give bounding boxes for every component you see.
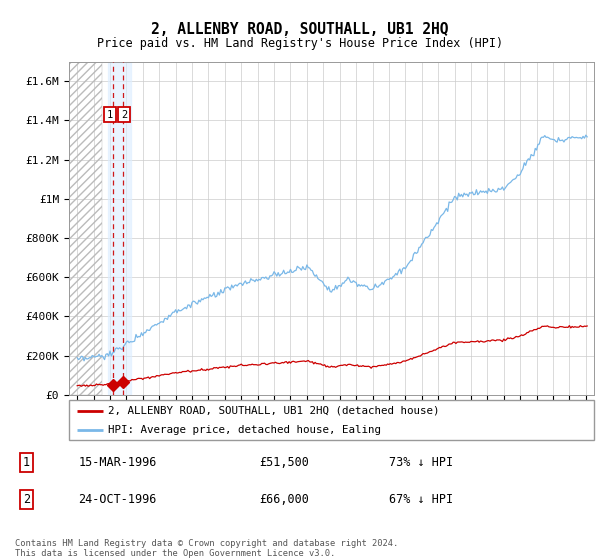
Text: Contains HM Land Registry data © Crown copyright and database right 2024.
This d: Contains HM Land Registry data © Crown c… [15,539,398,558]
Text: 15-MAR-1996: 15-MAR-1996 [78,456,157,469]
Text: 2, ALLENBY ROAD, SOUTHALL, UB1 2HQ (detached house): 2, ALLENBY ROAD, SOUTHALL, UB1 2HQ (deta… [109,406,440,416]
Bar [109,62,131,395]
Bar [69,62,102,395]
Text: 73% ↓ HPI: 73% ↓ HPI [389,456,454,469]
Text: 1: 1 [107,110,113,119]
Bar [69,62,102,395]
Text: 1: 1 [23,456,30,469]
Text: £66,000: £66,000 [260,493,310,506]
Text: HPI: Average price, detached house, Ealing: HPI: Average price, detached house, Eali… [109,425,382,435]
Text: 2: 2 [23,493,30,506]
Text: Price paid vs. HM Land Registry's House Price Index (HPI): Price paid vs. HM Land Registry's House … [97,37,503,50]
Text: 2, ALLENBY ROAD, SOUTHALL, UB1 2HQ: 2, ALLENBY ROAD, SOUTHALL, UB1 2HQ [151,22,449,38]
Text: £51,500: £51,500 [260,456,310,469]
Text: 2: 2 [121,110,127,119]
Text: 67% ↓ HPI: 67% ↓ HPI [389,493,454,506]
Text: 24-OCT-1996: 24-OCT-1996 [78,493,157,506]
